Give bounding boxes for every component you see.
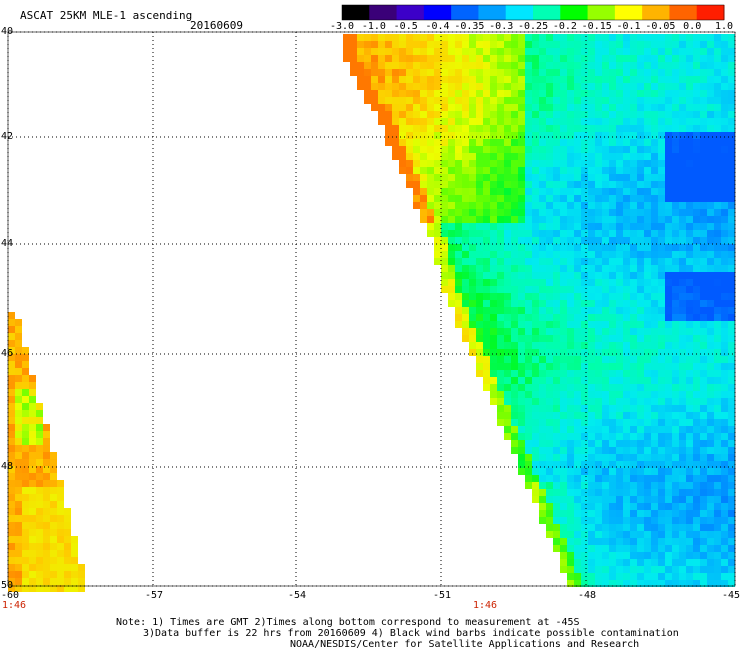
lat-tick-label: 48 bbox=[1, 461, 14, 472]
lon-tick-label: -54 bbox=[288, 590, 307, 601]
colorbar-tick-label: -0.05 bbox=[645, 21, 676, 32]
colorbar bbox=[341, 4, 725, 21]
colorbar-tick-label: -0.4 bbox=[425, 21, 450, 32]
lat-lon-grid bbox=[7, 31, 736, 587]
lon-tick-label: -45 bbox=[722, 590, 740, 601]
lon-tick-label: -51 bbox=[433, 590, 452, 601]
lon-tick-label: -48 bbox=[578, 590, 597, 601]
colorbar-tick-label: -0.2 bbox=[552, 21, 577, 32]
lon-tick-label: -57 bbox=[145, 590, 164, 601]
ascat-swath-cells bbox=[8, 34, 735, 592]
colorbar-tick-label: 1.0 bbox=[715, 21, 734, 32]
lat-tick-label: 46 bbox=[1, 348, 14, 359]
colorbar-tick-label: -0.35 bbox=[454, 21, 485, 32]
note-line-3: NOAA/NESDIS/Center for Satellite Applica… bbox=[290, 639, 640, 650]
colorbar-tick-label: -0.15 bbox=[581, 21, 612, 32]
colorbar-tick-label: -0.5 bbox=[393, 21, 418, 32]
lat-tick-label: 42 bbox=[1, 131, 14, 142]
note-line-1: Note: 1) Times are GMT 2)Times along bot… bbox=[116, 617, 580, 628]
lat-tick-label: 40 bbox=[1, 26, 14, 37]
product-date: 20160609 bbox=[190, 19, 243, 32]
time-label-center: 1:46 bbox=[473, 600, 498, 611]
colorbar-tick-label: -0.3 bbox=[489, 21, 514, 32]
lon-tick-label: -60 bbox=[1, 590, 20, 601]
note-line-2: 3)Data buffer is 22 hrs from 20160609 4)… bbox=[143, 628, 679, 639]
colorbar-tick-label: 0.0 bbox=[683, 21, 702, 32]
lat-tick-label: 50 bbox=[1, 580, 14, 591]
colorbar-tick-label: -3.0 bbox=[330, 21, 355, 32]
colorbar-tick-label: -1.0 bbox=[361, 21, 386, 32]
colorbar-tick-label: -0.1 bbox=[616, 21, 641, 32]
product-title: ASCAT 25KM MLE-1 ascending bbox=[20, 9, 193, 22]
colorbar-tick-label: -0.25 bbox=[518, 21, 549, 32]
time-label-left: 1:46 bbox=[2, 600, 27, 611]
lat-tick-label: 44 bbox=[1, 238, 14, 249]
